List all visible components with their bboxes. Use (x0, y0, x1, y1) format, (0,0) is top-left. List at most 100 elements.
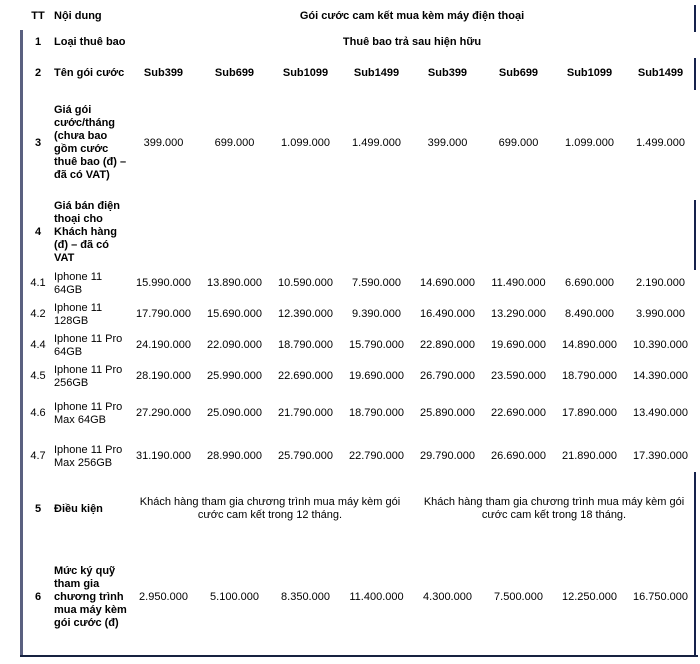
right-border-segment-2 (694, 58, 696, 90)
condition-18-months: Khách hàng tham gia chương trình mua máy… (423, 496, 685, 521)
price-cell: 31.190.000 (135, 450, 192, 462)
price-cell: 8.490.000 (565, 308, 614, 320)
price-cell: 18.790.000 (348, 407, 405, 419)
price-cell: 25.890.000 (419, 407, 476, 419)
row-number: 1 (34, 35, 42, 48)
price-cell: 2.190.000 (636, 277, 685, 289)
price-cell: 14.690.000 (419, 277, 476, 289)
row-number: 4.5 (30, 370, 46, 382)
row-number: 4.6 (30, 407, 46, 419)
table-row-6: 6 Mức ký quỹ tham gia chương trình mua m… (22, 540, 696, 654)
plan-name-cell: Sub1499 (353, 66, 400, 79)
right-border-segment-1 (694, 5, 696, 32)
price-cell: 7.590.000 (352, 277, 401, 289)
row-number: 6 (34, 590, 42, 603)
price-cell: 13.290.000 (490, 308, 547, 320)
table-row-2: 2 Tên gói cước Sub399 Sub699 Sub1099 Sub… (22, 56, 696, 90)
price-cell: 10.390.000 (632, 339, 689, 351)
price-cell: 399.000 (143, 136, 184, 149)
price-cell: 26.690.000 (490, 450, 547, 462)
price-cell: 399.000 (427, 136, 468, 149)
price-cell: 9.390.000 (352, 308, 401, 320)
price-cell: 1.099.000 (281, 136, 330, 149)
empty-cell (199, 196, 270, 268)
price-cell: 10.590.000 (277, 277, 334, 289)
price-cell: 25.090.000 (206, 407, 263, 419)
table-left-border (20, 30, 23, 657)
row-label-iphone-11-64gb: Iphone 11 64GB (54, 270, 103, 296)
plan-name-cell: Sub1499 (637, 66, 684, 79)
row-number: 4.7 (30, 450, 46, 462)
plan-name-cell: Sub399 (143, 66, 184, 79)
price-cell: 15.790.000 (348, 339, 405, 351)
table-row-3: 3 Giá gói cước/tháng (chưa bao gồm cước … (22, 90, 696, 196)
row-number: 5 (34, 502, 42, 515)
price-cell: 17.890.000 (561, 407, 618, 419)
col-header-tt: TT (31, 9, 45, 22)
price-cell: 25.790.000 (277, 450, 334, 462)
table-row-5: 5 Điều kiện Khách hàng tham gia chương t… (22, 478, 696, 540)
table-row-4-2: 4.2 Iphone 11 128GB 17.790.000 15.690.00… (22, 299, 696, 330)
row-label-dieu-kien: Điều kiện (54, 502, 103, 515)
deposit-cell: 5.100.000 (210, 590, 259, 603)
empty-cell (341, 196, 412, 268)
row-number: 4 (34, 225, 42, 238)
row-label-gia-goi-cuoc: Giá gói cước/tháng (chưa bao gồm cước th… (54, 104, 127, 181)
price-cell: 26.790.000 (419, 370, 476, 382)
table-row-1: 1 Loại thuê bao Thuê bao trả sau hiện hữ… (22, 28, 696, 56)
price-cell: 23.590.000 (490, 370, 547, 382)
row-label-iphone-11-pro-256gb: Iphone 11 Pro 256GB (54, 363, 123, 389)
empty-cell (483, 196, 554, 268)
price-cell: 14.390.000 (632, 370, 689, 382)
row-number: 4.2 (30, 308, 46, 320)
price-cell: 22.790.000 (348, 450, 405, 462)
price-cell: 22.690.000 (277, 370, 334, 382)
price-cell: 17.790.000 (135, 308, 192, 320)
price-cell: 1.099.000 (565, 136, 614, 149)
table-row-4-4: 4.4 Iphone 11 Pro 64GB 24.190.000 22.090… (22, 330, 696, 361)
row-label-gia-ban-dien-thoai: Giá bán điện thoại cho Khách hàng (đ) – … (54, 199, 121, 264)
subscriber-type-value: Thuê bao trả sau hiện hữu (342, 35, 482, 48)
price-cell: 15.990.000 (135, 277, 192, 289)
price-cell: 25.990.000 (206, 370, 263, 382)
price-cell: 28.190.000 (135, 370, 192, 382)
plan-name-cell: Sub699 (498, 66, 539, 79)
row-label-iphone-11-128gb: Iphone 11 128GB (54, 301, 103, 327)
price-cell: 22.890.000 (419, 339, 476, 351)
row-label-muc-ky-quy: Mức ký quỹ tham gia chương trình mua máy… (54, 564, 127, 629)
row-number: 4.1 (30, 277, 46, 289)
row-number: 4.4 (30, 339, 46, 351)
col-header-noi-dung: Nội dung (54, 9, 102, 22)
price-cell: 24.190.000 (135, 339, 192, 351)
row-number: 3 (34, 136, 42, 149)
price-cell: 699.000 (214, 136, 255, 149)
deposit-cell: 12.250.000 (561, 590, 618, 603)
row-label-iphone-11-pro-max-256gb: Iphone 11 Pro Max 256GB (54, 443, 123, 469)
table-header-row: TT Nội dung Gói cước cam kết mua kèm máy… (22, 4, 696, 28)
price-cell: 28.990.000 (206, 450, 263, 462)
price-cell: 18.790.000 (561, 370, 618, 382)
row-label-ten-goi-cuoc: Tên gói cước (54, 66, 125, 79)
plan-name-cell: Sub399 (427, 66, 468, 79)
condition-12-months: Khách hàng tham gia chương trình mua máy… (139, 496, 401, 521)
price-cell: 699.000 (498, 136, 539, 149)
price-cell: 21.890.000 (561, 450, 618, 462)
empty-cell (554, 196, 625, 268)
deposit-cell: 11.400.000 (349, 590, 404, 603)
group-title: Gói cước cam kết mua kèm máy điện thoại (299, 9, 525, 22)
deposit-cell: 16.750.000 (632, 590, 689, 603)
table-row-4-6: 4.6 Iphone 11 Pro Max 64GB 27.290.000 25… (22, 392, 696, 435)
plan-name-cell: Sub1099 (282, 66, 329, 79)
price-cell: 11.490.000 (491, 277, 546, 289)
deposit-cell: 2.950.000 (139, 590, 188, 603)
price-cell: 3.990.000 (636, 308, 685, 320)
price-cell: 22.090.000 (206, 339, 263, 351)
right-border-segment-3 (694, 200, 696, 270)
price-cell: 17.390.000 (632, 450, 689, 462)
price-cell: 27.290.000 (135, 407, 192, 419)
deposit-cell: 4.300.000 (423, 590, 472, 603)
table-row-4-5: 4.5 Iphone 11 Pro 256GB 28.190.000 25.99… (22, 361, 696, 392)
empty-cell (270, 196, 341, 268)
price-cell: 19.690.000 (348, 370, 405, 382)
price-cell: 22.690.000 (490, 407, 547, 419)
